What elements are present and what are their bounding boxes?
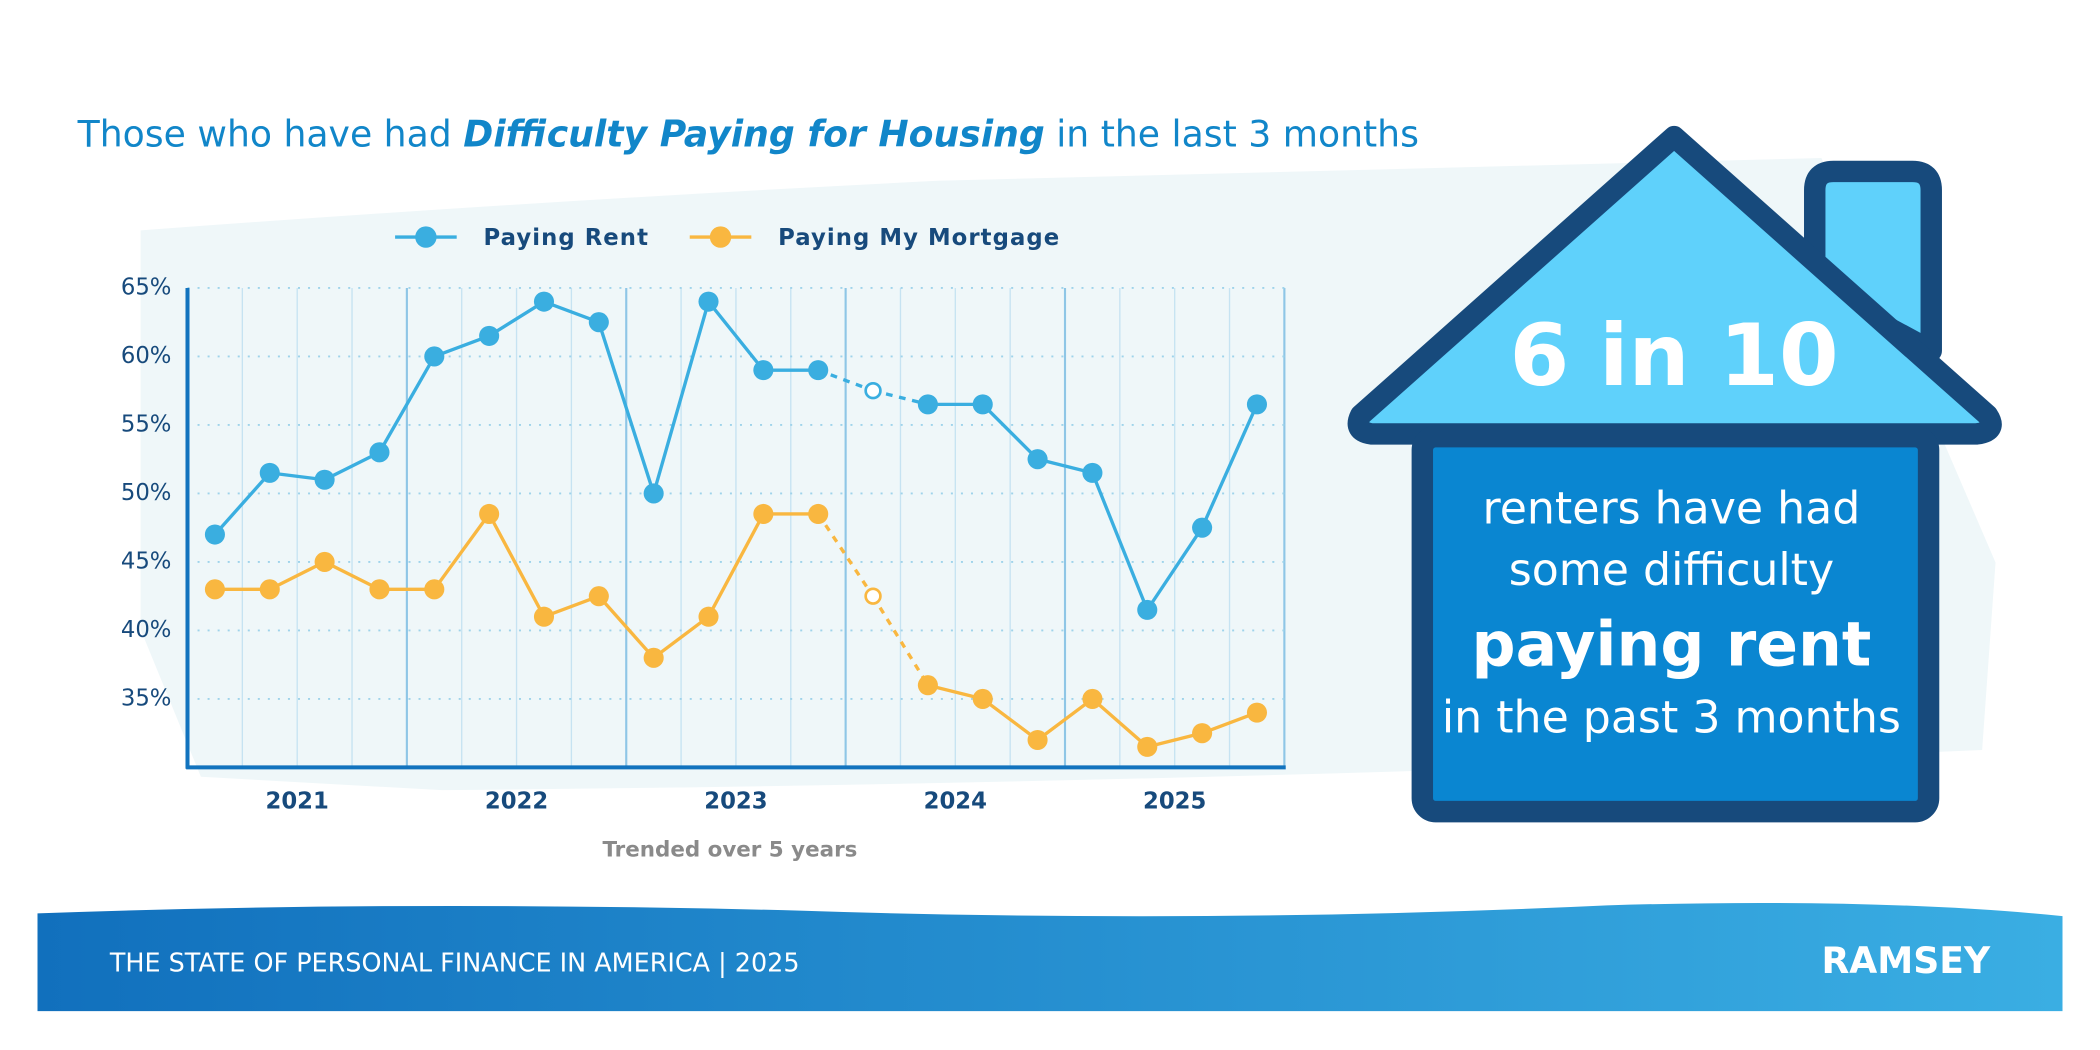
data-point: [369, 579, 390, 600]
data-point: [1027, 729, 1048, 751]
data-point: [204, 524, 225, 545]
footer-band: [37, 902, 2063, 1012]
series-segment: [816, 513, 875, 598]
data-point: [917, 675, 938, 696]
data-point: [1192, 723, 1213, 744]
series-segment: [213, 471, 272, 536]
data-point: [533, 606, 555, 627]
legend-label: Paying Rent: [483, 225, 649, 251]
legend-marker: [709, 226, 732, 248]
series-segment: [269, 560, 326, 591]
series-segment: [872, 389, 929, 407]
data-point: [808, 503, 829, 525]
data-point: [588, 312, 609, 333]
data-point: [1246, 702, 1267, 723]
estimated-point: [864, 587, 882, 605]
chimney: [1804, 160, 1942, 362]
series-segment: [652, 301, 711, 494]
series-segment: [323, 450, 381, 482]
data-point: [643, 647, 664, 668]
series-segment: [707, 513, 765, 618]
data-point: [698, 606, 719, 627]
data-point: [972, 394, 993, 415]
chart-title: Those who have had Difficulty Paying for…: [77, 113, 1419, 156]
data-point: [259, 579, 280, 600]
data-point: [204, 579, 225, 600]
data-point: [917, 394, 938, 415]
stat: 6 in 10: [1510, 306, 1839, 406]
data-point: [424, 346, 445, 367]
x-tick-label: 2022: [485, 789, 548, 815]
data-point: [808, 360, 829, 381]
house: 6 in 10 renters have had some difficulty…: [1347, 125, 2002, 823]
legend-label: Paying My Mortgage: [778, 225, 1060, 251]
series-segment: [707, 300, 765, 372]
data-point: [1192, 517, 1213, 538]
plot: 35% 40% 45% 50% 55% 60% 65% 2021 2022 2023 2024 202…: [121, 225, 1286, 815]
data-point: [1082, 462, 1103, 483]
callout-line: renters have had: [1483, 484, 1861, 535]
y-tick-label: 35%: [121, 685, 172, 711]
title-part: in the last 3 months: [1045, 113, 1419, 156]
data-point: [479, 325, 500, 346]
y-tick-label: 40%: [121, 617, 172, 643]
series-segment: [1090, 472, 1149, 611]
data-point: [698, 291, 719, 312]
series-segment: [871, 595, 930, 687]
y-tick-label: 45%: [121, 548, 172, 574]
x-tick-label: 2024: [924, 789, 987, 815]
callout-line: some difficulty: [1509, 545, 1834, 596]
series-segment: [597, 321, 656, 494]
series-segment: [981, 697, 1039, 742]
series-segment: [488, 300, 545, 338]
y-tick-label: 60%: [121, 343, 172, 369]
house-body: [1411, 425, 1940, 823]
data-point: [1027, 449, 1048, 470]
series-segment: [377, 355, 436, 454]
callout-tail: in the past 3 months: [1442, 693, 1901, 744]
data-point: [588, 586, 609, 607]
x-tick-label: 2025: [1143, 789, 1206, 815]
series-segment: [1200, 403, 1259, 529]
footer-text: THE STATE OF PERSONAL FINANCE IN AMERICA…: [109, 947, 800, 977]
data-point: [533, 291, 555, 312]
estimated-point: [864, 381, 882, 400]
series-segment: [1091, 697, 1149, 749]
data-point: [643, 483, 664, 504]
data-point: [753, 360, 774, 381]
series-segment: [1145, 526, 1204, 611]
data-point: [1137, 599, 1158, 620]
series-segment: [597, 595, 655, 659]
data-point: [1246, 394, 1267, 415]
series-segment: [323, 560, 381, 591]
y-tick-label: 50%: [121, 480, 172, 506]
legend-marker: [415, 226, 437, 248]
series-segment: [1036, 697, 1094, 742]
series-segment: [652, 615, 710, 660]
x-axis-label: Trended over 5 years: [602, 837, 857, 862]
x-tick-label: 2021: [266, 789, 329, 815]
y-tick-label: 55%: [121, 411, 172, 437]
data-point: [314, 469, 335, 490]
title-emphasis: Difficulty Paying for Housing: [463, 113, 1045, 156]
title-part: Those who have had: [77, 113, 464, 156]
callout-emphasis: paying rent: [1471, 608, 1871, 680]
series-segment: [487, 513, 546, 618]
data-point: [259, 462, 280, 483]
data-point: [314, 551, 335, 572]
y-tick-label: 65%: [121, 274, 172, 300]
series-segment: [817, 368, 874, 393]
data-point: [369, 442, 390, 463]
series-segment: [981, 403, 1039, 461]
data-point: [424, 579, 445, 600]
data-point: [1137, 736, 1158, 757]
data-point: [972, 688, 993, 709]
series-segment: [432, 512, 491, 591]
brand: RAMSEY: [1821, 939, 1991, 982]
data-point: [479, 503, 500, 525]
data-point: [753, 503, 774, 525]
data-point: [1082, 688, 1103, 709]
x-tick-label: 2023: [704, 789, 767, 815]
